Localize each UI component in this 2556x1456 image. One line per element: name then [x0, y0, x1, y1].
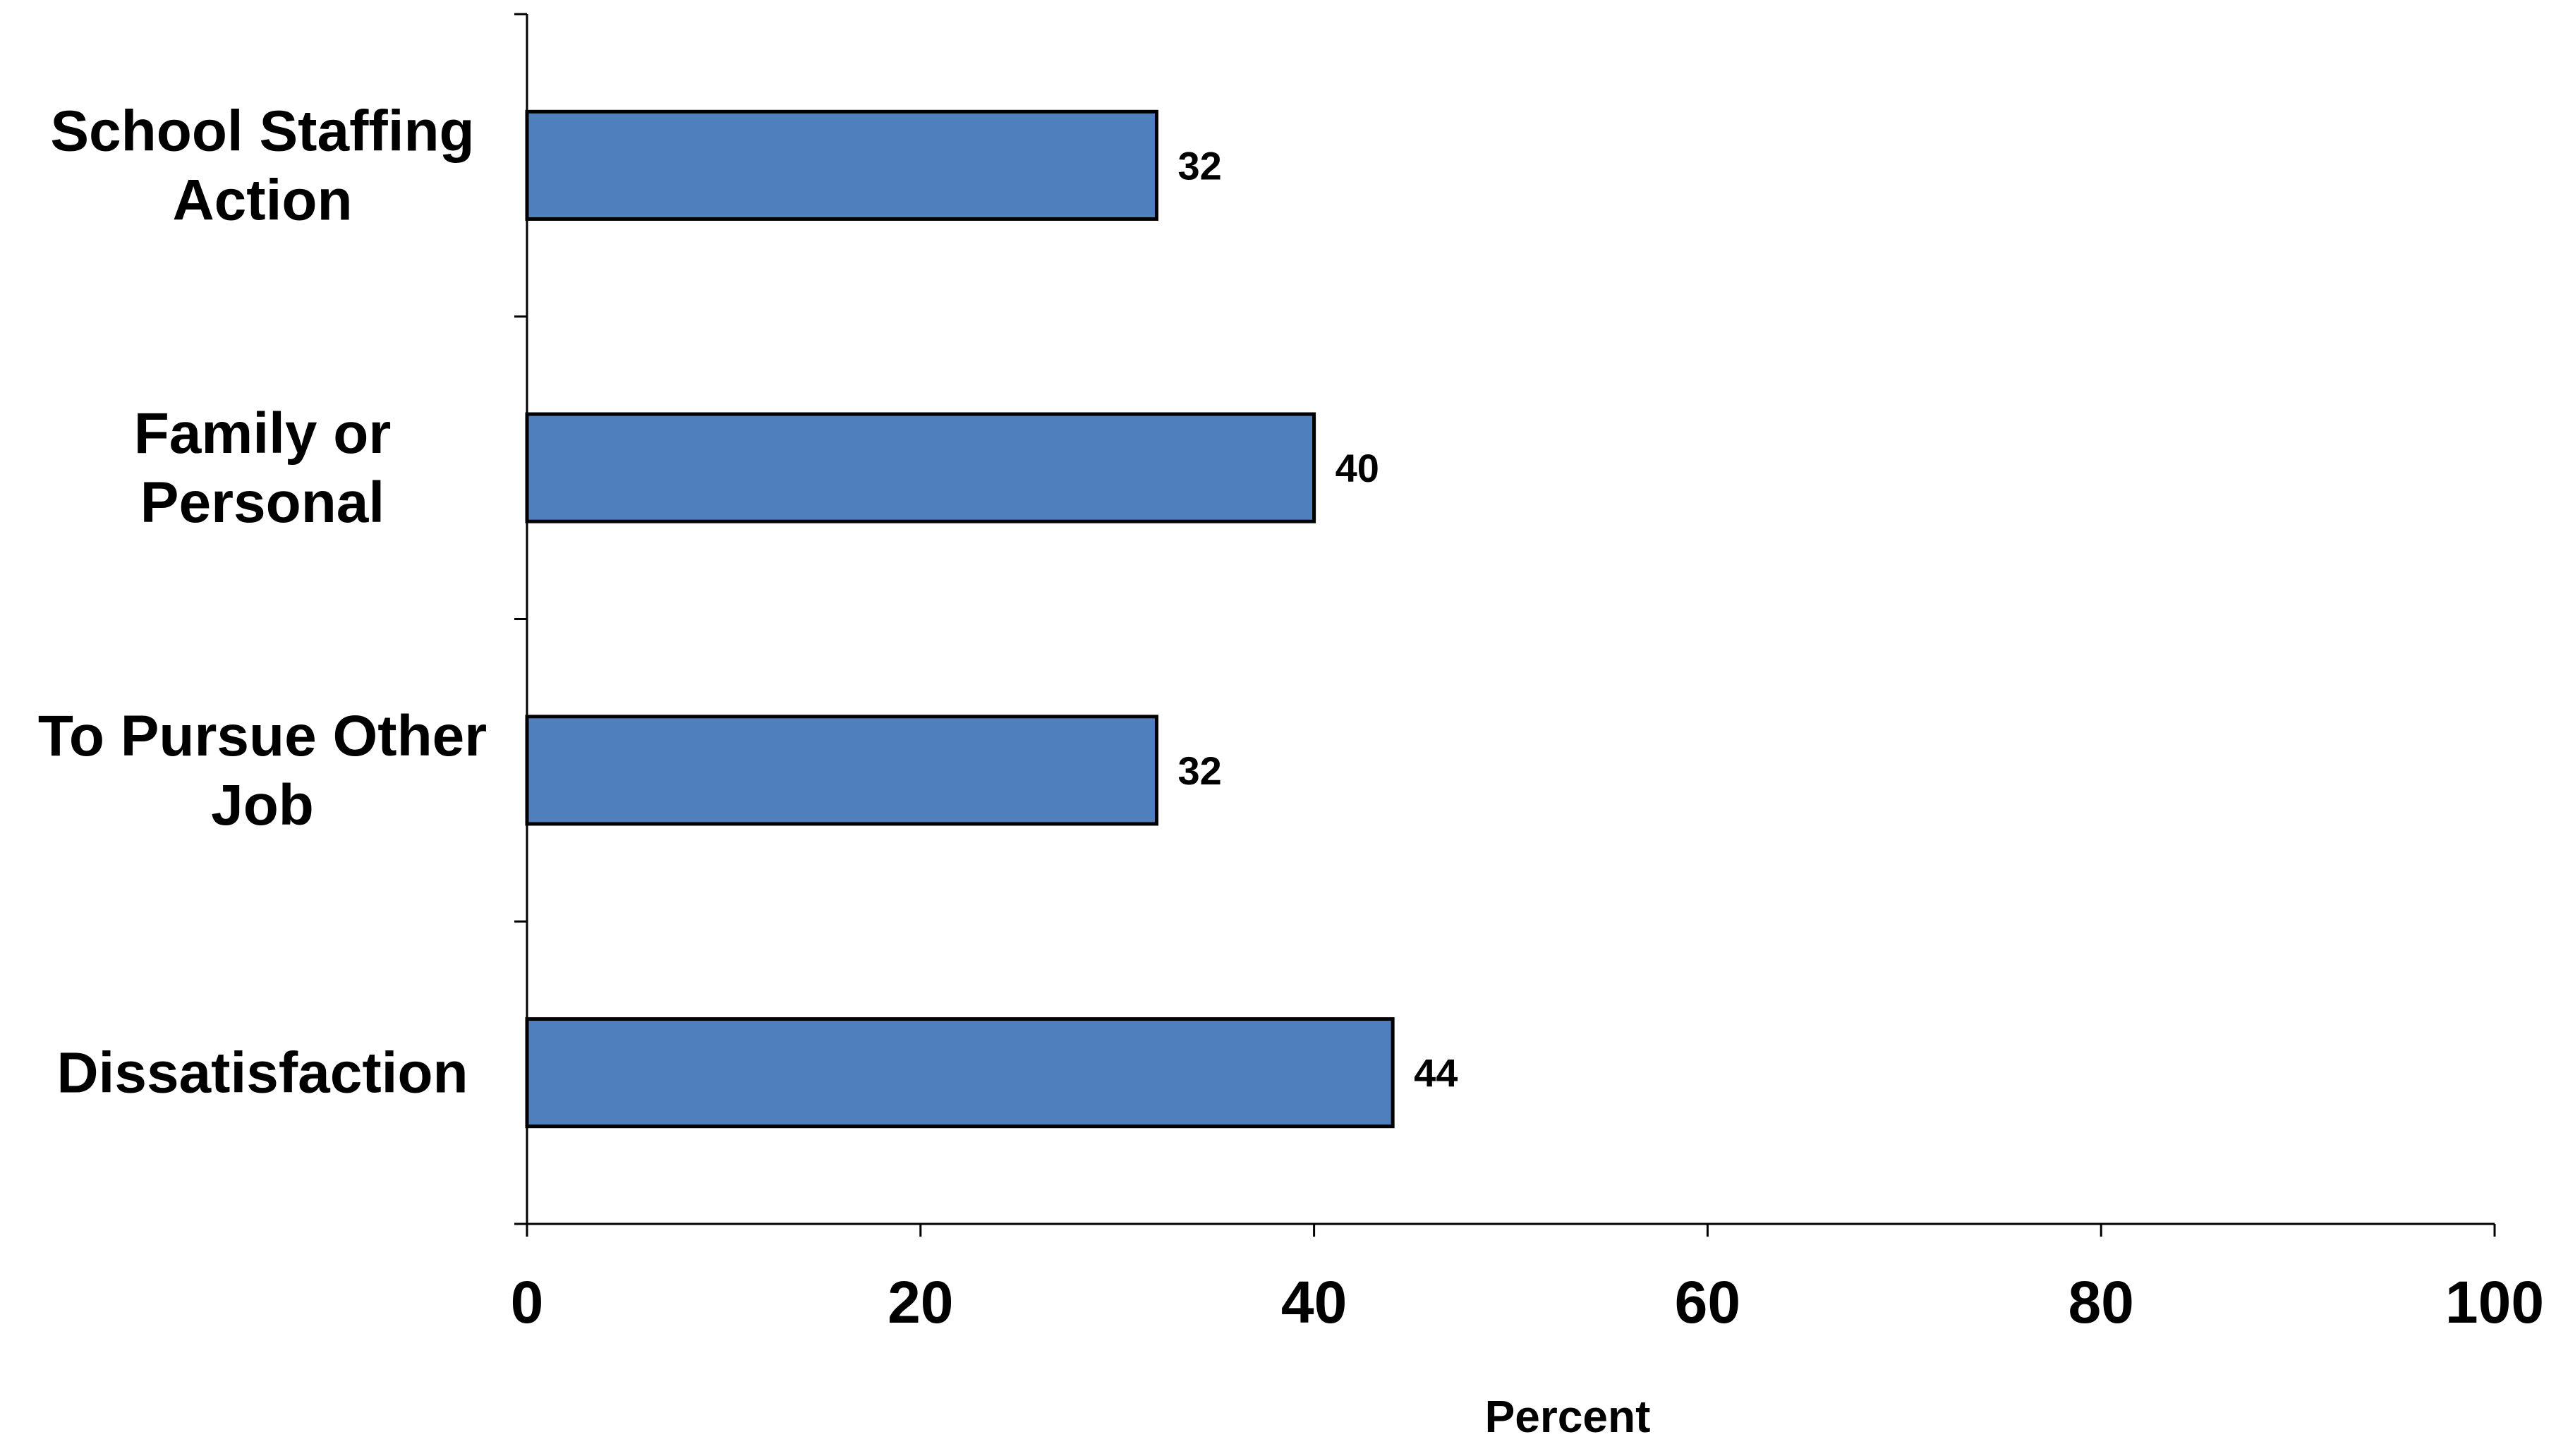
x-tick-label: 100 [2445, 1269, 2544, 1335]
category-label: Action [172, 168, 352, 232]
x-tick-label: 0 [511, 1269, 544, 1335]
data-label: 44 [1414, 1051, 1458, 1096]
bar [525, 1017, 1395, 1129]
axes [514, 13, 2496, 1237]
bars [525, 109, 1395, 1129]
x-tick-label: 60 [1675, 1269, 1740, 1335]
x-tick-label: 40 [1281, 1269, 1347, 1335]
bar [525, 109, 1158, 221]
bar [525, 412, 1316, 523]
data-label: 32 [1177, 748, 1221, 793]
category-label: To Pursue Other [38, 704, 487, 768]
category-label: Personal [140, 471, 384, 535]
data-labels: 32 40 32 44 [1177, 143, 1458, 1095]
category-label: School Staffing [50, 99, 474, 163]
bar [525, 715, 1158, 826]
x-tick-labels: 0 20 40 60 80 100 [511, 1269, 2544, 1335]
category-label: Dissatisfaction [56, 1041, 468, 1105]
data-label: 32 [1177, 143, 1221, 188]
category-label: Family or [134, 401, 392, 466]
x-axis-title: Percent [1485, 1391, 1651, 1442]
x-tick-label: 80 [2068, 1269, 2133, 1335]
category-label: Job [211, 773, 314, 837]
data-label: 40 [1335, 446, 1379, 490]
x-tick-label: 20 [888, 1269, 953, 1335]
